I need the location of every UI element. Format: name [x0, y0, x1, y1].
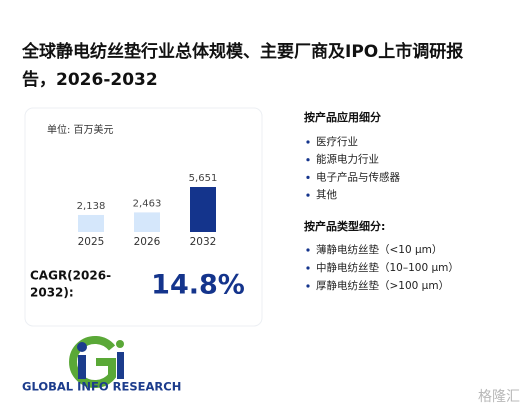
x-tick-label: 2032 [190, 236, 217, 248]
logo-mark [69, 336, 124, 388]
unit: 单位: 百万美元 [47, 123, 114, 136]
value-label: 2,463 [133, 198, 162, 209]
bullet [306, 193, 310, 197]
bullet [306, 158, 310, 162]
bullet [306, 266, 310, 270]
value-label: 2,138 [77, 201, 106, 212]
list-item: 能源电力行业 [316, 153, 379, 166]
heading: 按产品类型细分: [304, 219, 385, 233]
list-item: 薄静电纺丝垫（<10 μm） [316, 243, 442, 256]
list-item: 厚静电纺丝垫（>100 μm） [316, 279, 449, 292]
x-tick-label: 2025 [78, 236, 105, 248]
cagr-value: 14.8% [151, 270, 245, 301]
cagr-label-2: 2032): [30, 286, 74, 300]
list-item: 其他 [316, 188, 337, 201]
list-item: 电子产品与传感器 [316, 170, 400, 183]
bar [78, 214, 104, 232]
value-label: 5,651 [189, 173, 218, 184]
watermark: 格隆汇 [478, 389, 520, 405]
x-tick-label: 2026 [134, 236, 161, 248]
bar [190, 187, 216, 232]
list-item: 中静电纺丝垫（10–100 μm） [316, 261, 459, 274]
bar [134, 212, 160, 232]
list-item: 医疗行业 [316, 135, 358, 148]
bullet [306, 175, 310, 179]
logo-text: GLOBAL INFO RESEARCH [22, 380, 181, 394]
heading: 按产品应用细分 [304, 110, 381, 124]
cagr-label: CAGR(2026- [30, 269, 111, 283]
bullet [306, 140, 310, 144]
title: 全球静电纺丝垫行业总体规模、主要厂商及IPO上市调研报告，2026-2032 [22, 42, 464, 90]
bullet [306, 248, 310, 252]
bullet [306, 284, 310, 288]
